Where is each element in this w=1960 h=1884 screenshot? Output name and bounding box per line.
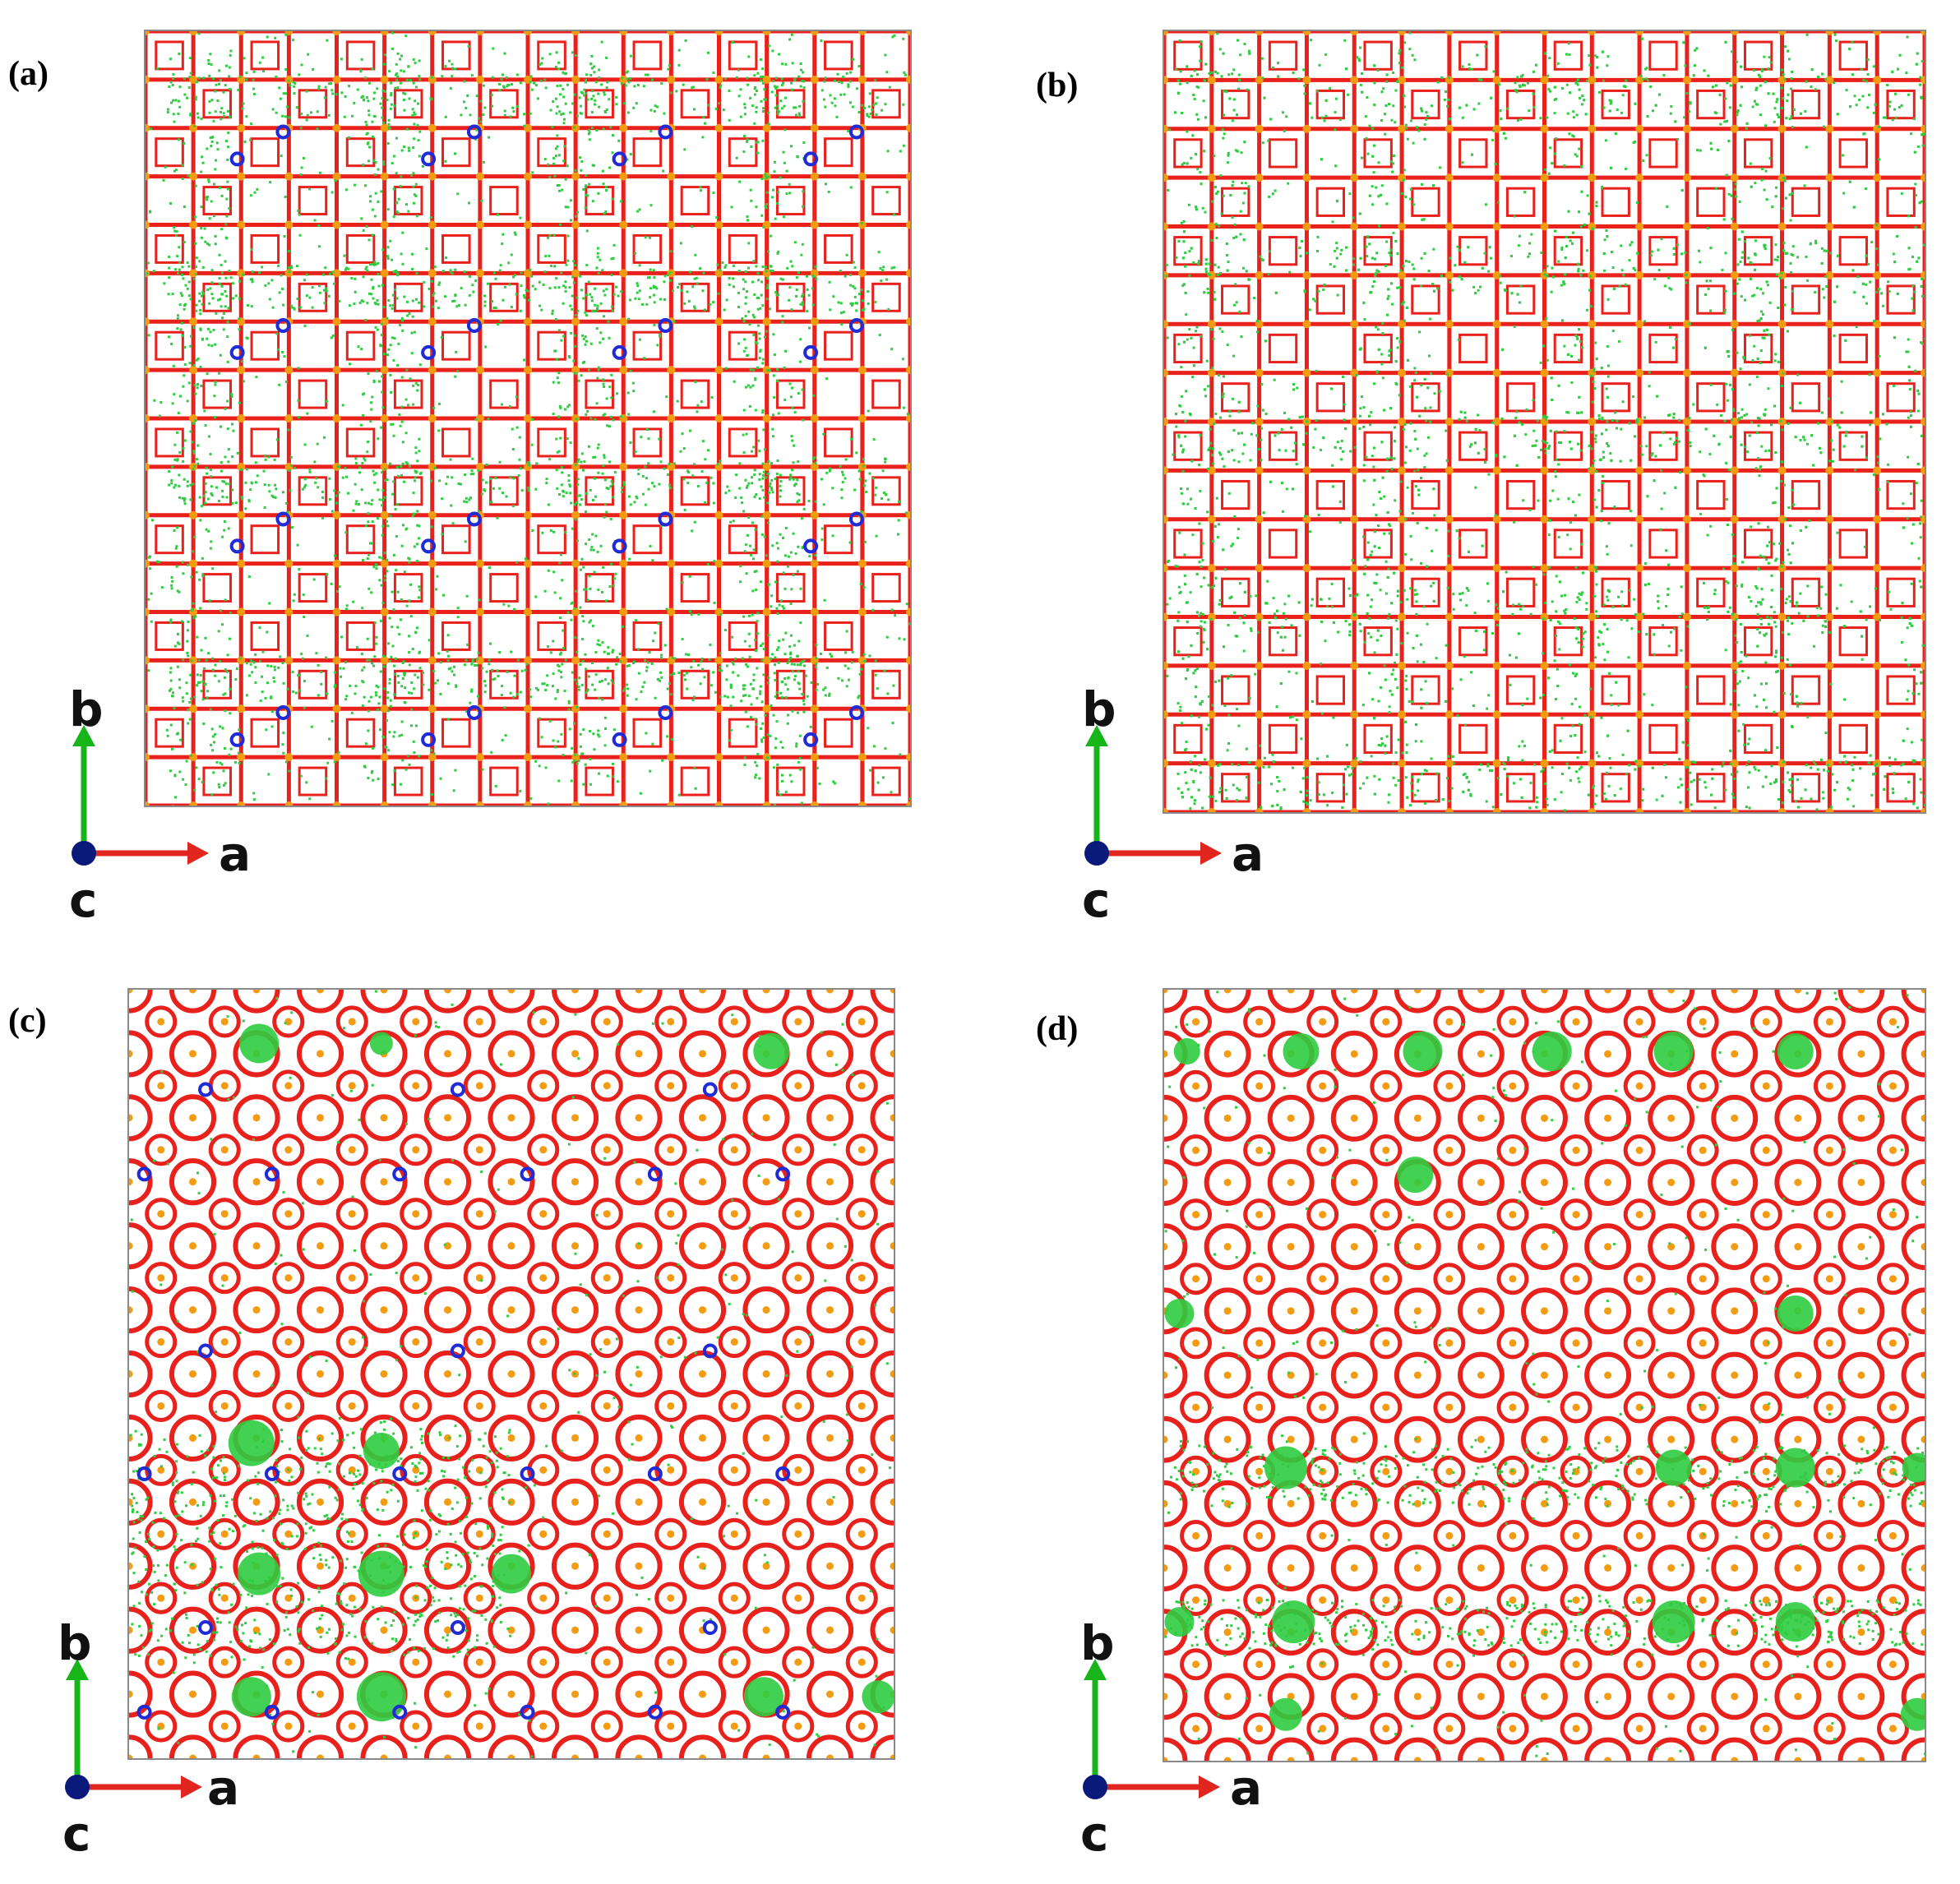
cations	[136, 1082, 791, 1720]
guest-molecules	[129, 990, 891, 1758]
framework-rings	[129, 990, 894, 1758]
guest-clusters	[1164, 1032, 1925, 1731]
axis-label-b: b	[1082, 681, 1116, 737]
axis-label-a: a	[1232, 826, 1264, 882]
axis-triad-c: b a c	[51, 1615, 265, 1858]
panel-label-b: (b)	[1036, 67, 1079, 104]
panel-label-d: (d)	[1036, 1010, 1079, 1048]
guest-molecules	[1164, 990, 1925, 1757]
axis-label-c: c	[1080, 1806, 1109, 1862]
panel-a: (a) b a c	[0, 0, 980, 942]
framework-atoms	[1164, 990, 1925, 1761]
panel-label-a: (a)	[8, 55, 49, 93]
lattice-view-d	[1163, 988, 1926, 1762]
lattice-view-b	[1163, 30, 1926, 814]
lattice-view-a	[144, 30, 912, 807]
axis-label-b: b	[58, 1615, 92, 1671]
axis-triad-b: b a c	[1070, 681, 1284, 924]
guest-molecules	[146, 31, 910, 806]
axis-label-a: a	[207, 1760, 240, 1816]
axis-label-b: b	[69, 681, 104, 737]
axis-label-b: b	[1080, 1615, 1115, 1671]
axis-label-a: a	[219, 826, 252, 882]
axis-label-a: a	[1230, 1760, 1263, 1816]
guest-molecules	[1164, 31, 1925, 812]
framework-atoms	[129, 990, 894, 1758]
panel-d: (d) b a c	[980, 942, 1960, 1884]
axis-label-c: c	[1082, 872, 1111, 928]
panel-b: (b) b a c	[980, 0, 1960, 942]
panel-label-c: (c)	[8, 1002, 47, 1040]
axis-triad-a: b a c	[58, 681, 271, 924]
axis-triad-d: b a c	[1069, 1615, 1283, 1858]
cations	[229, 124, 864, 747]
axis-label-c: c	[69, 872, 98, 928]
framework-atoms	[1164, 31, 1925, 812]
lattice-view-c	[127, 988, 895, 1760]
panel-c: (c) b a c	[0, 942, 980, 1884]
axis-label-c: c	[62, 1806, 91, 1862]
